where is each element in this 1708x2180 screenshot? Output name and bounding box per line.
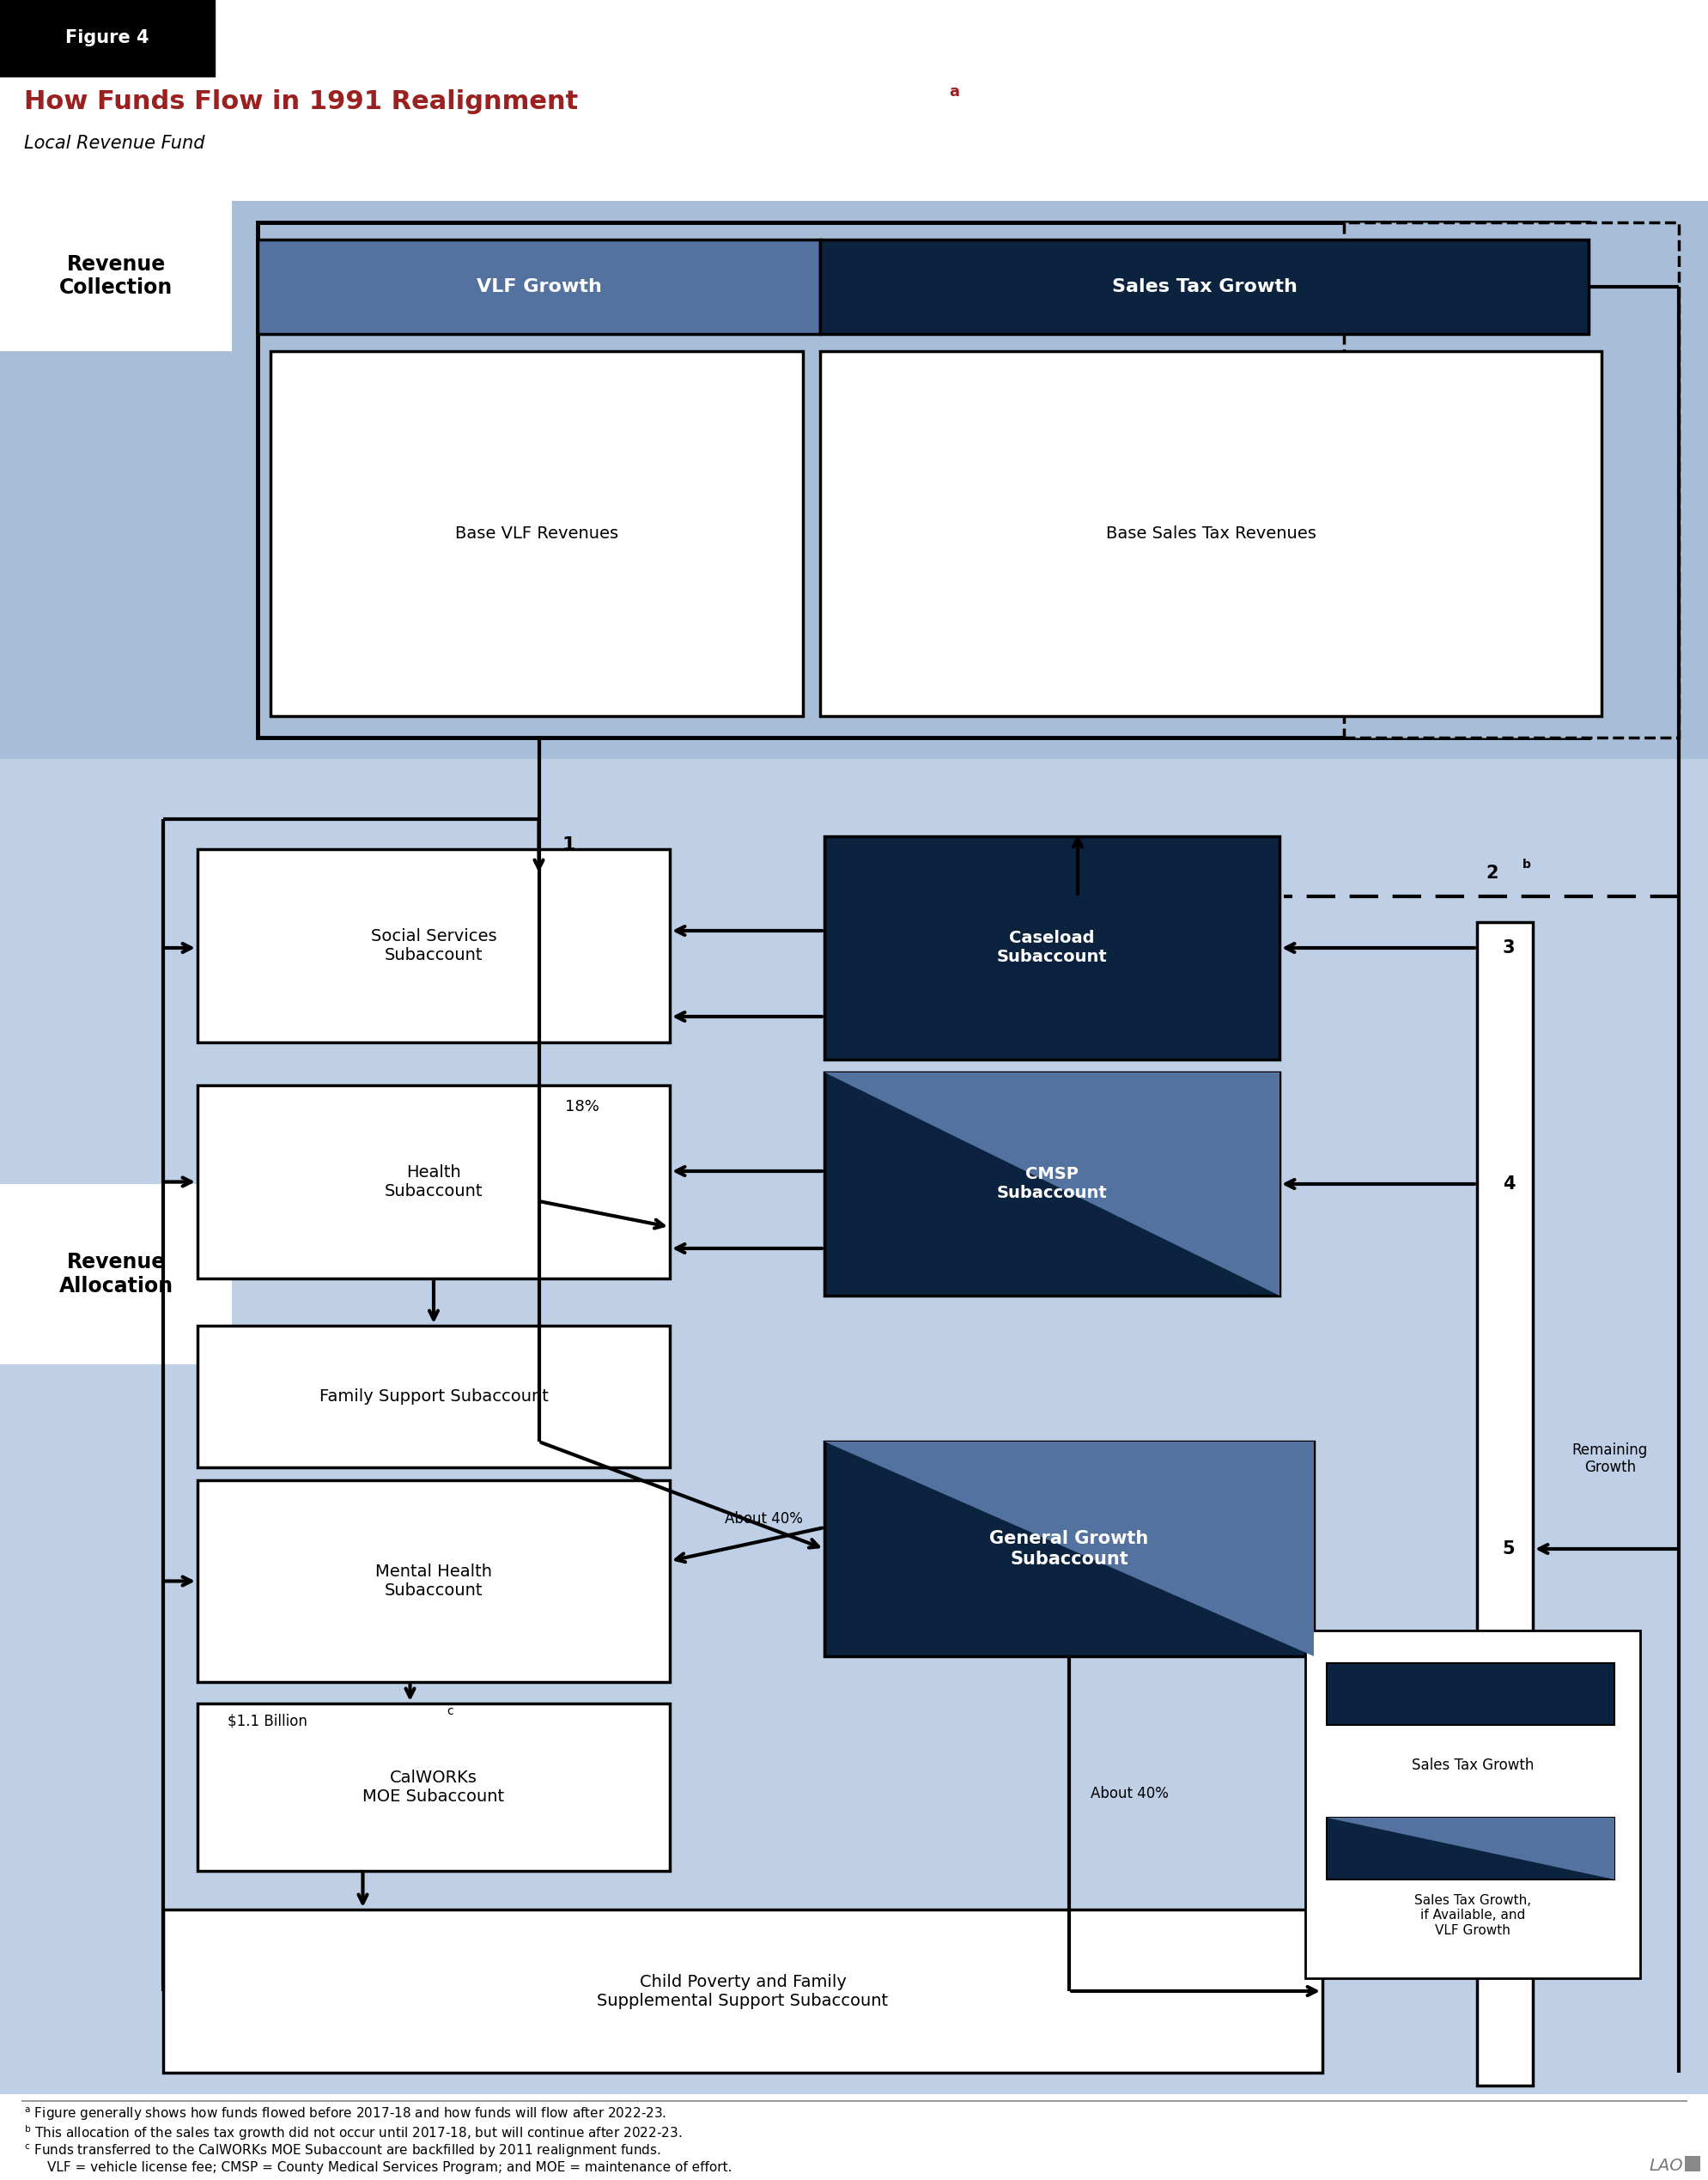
Text: 18%: 18% <box>564 1099 598 1114</box>
FancyBboxPatch shape <box>0 759 1708 2095</box>
Text: LAO: LAO <box>1648 2158 1682 2173</box>
Text: VLF = vehicle license fee; CMSP = County Medical Services Program; and MOE = mai: VLF = vehicle license fee; CMSP = County… <box>48 2160 731 2173</box>
Text: a: a <box>948 85 958 100</box>
FancyBboxPatch shape <box>162 1910 1322 2073</box>
FancyBboxPatch shape <box>0 201 1708 759</box>
FancyBboxPatch shape <box>270 351 803 715</box>
Text: 5: 5 <box>1501 1541 1515 1557</box>
Text: VLF Growth: VLF Growth <box>477 279 601 294</box>
Polygon shape <box>823 1441 1313 1657</box>
Text: About 40%: About 40% <box>724 1511 803 1526</box>
Text: Revenue
Collection: Revenue Collection <box>60 253 173 299</box>
FancyBboxPatch shape <box>1305 1631 1640 1977</box>
FancyBboxPatch shape <box>1476 922 1532 2086</box>
FancyBboxPatch shape <box>198 1086 670 1277</box>
FancyBboxPatch shape <box>145 759 1684 2091</box>
Text: 3: 3 <box>1501 940 1515 957</box>
FancyBboxPatch shape <box>198 1325 670 1467</box>
Text: How Funds Flow in 1991 Realignment: How Funds Flow in 1991 Realignment <box>24 89 577 113</box>
Text: 2: 2 <box>1486 865 1498 881</box>
Text: Base Sales Tax Revenues: Base Sales Tax Revenues <box>1105 525 1315 543</box>
FancyBboxPatch shape <box>258 222 1588 737</box>
Text: CMSP
Subaccount: CMSP Subaccount <box>996 1166 1107 1201</box>
Text: Mental Health
Subaccount: Mental Health Subaccount <box>376 1563 492 1598</box>
Text: Social Services
Subaccount: Social Services Subaccount <box>371 929 497 964</box>
Text: CalWORKs
MOE Subaccount: CalWORKs MOE Subaccount <box>362 1770 504 1805</box>
Text: Child Poverty and Family
Supplemental Support Subaccount: Child Poverty and Family Supplemental Su… <box>596 1973 888 2008</box>
Text: Remaining
Growth: Remaining Growth <box>1571 1443 1647 1476</box>
Text: Family Support Subaccount: Family Support Subaccount <box>319 1389 548 1404</box>
Text: Base VLF Revenues: Base VLF Revenues <box>454 525 618 543</box>
Text: $\mathregular{^c}$ Funds transferred to the CalWORKs MOE Subaccount are backfill: $\mathregular{^c}$ Funds transferred to … <box>24 2143 661 2158</box>
Text: $\mathregular{^a}$ Figure generally shows how funds flowed before 2017-18 and ho: $\mathregular{^a}$ Figure generally show… <box>24 2106 666 2121</box>
Text: $\mathregular{^b}$ This allocation of the sales tax growth did not occur until 2: $\mathregular{^b}$ This allocation of th… <box>24 2123 681 2143</box>
Text: Caseload
Subaccount: Caseload Subaccount <box>996 931 1107 966</box>
FancyBboxPatch shape <box>1342 222 1677 737</box>
FancyBboxPatch shape <box>258 240 820 334</box>
Text: Sales Tax Growth,
if Available, and
VLF Growth: Sales Tax Growth, if Available, and VLF … <box>1414 1894 1530 1936</box>
FancyBboxPatch shape <box>820 240 1588 334</box>
FancyBboxPatch shape <box>823 837 1279 1059</box>
FancyBboxPatch shape <box>0 201 232 351</box>
Text: Sales Tax Growth: Sales Tax Growth <box>1411 1757 1534 1772</box>
Text: 1: 1 <box>562 837 576 852</box>
FancyBboxPatch shape <box>820 351 1600 715</box>
Text: About 40%: About 40% <box>1090 1785 1168 1801</box>
FancyBboxPatch shape <box>198 1480 670 1683</box>
Text: Health
Subaccount: Health Subaccount <box>384 1164 483 1199</box>
Text: c: c <box>446 1705 453 1718</box>
Text: Revenue
Allocation: Revenue Allocation <box>58 1251 173 1297</box>
FancyBboxPatch shape <box>0 0 215 76</box>
Text: 4: 4 <box>1501 1175 1515 1192</box>
Text: Local Revenue Fund: Local Revenue Fund <box>24 135 205 153</box>
FancyBboxPatch shape <box>1325 1663 1614 1724</box>
FancyBboxPatch shape <box>0 1184 232 1365</box>
FancyBboxPatch shape <box>198 1703 670 1870</box>
Text: Sales Tax Growth: Sales Tax Growth <box>1112 279 1296 294</box>
Text: $1.1 Billion: $1.1 Billion <box>227 1713 307 1729</box>
FancyBboxPatch shape <box>198 850 670 1042</box>
FancyBboxPatch shape <box>823 1073 1279 1295</box>
Text: General Growth
Subaccount: General Growth Subaccount <box>989 1530 1148 1567</box>
FancyBboxPatch shape <box>823 1441 1313 1657</box>
FancyBboxPatch shape <box>1325 1818 1614 1879</box>
Text: Figure 4: Figure 4 <box>65 31 149 46</box>
Polygon shape <box>823 1073 1279 1295</box>
Text: b: b <box>1522 859 1530 870</box>
FancyBboxPatch shape <box>1684 2156 1699 2171</box>
Polygon shape <box>1325 1818 1614 1879</box>
